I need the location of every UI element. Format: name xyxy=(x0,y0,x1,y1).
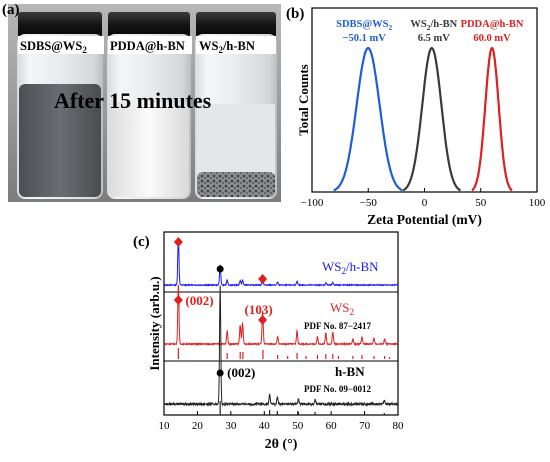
vial-label-ws2-hbn: WS2/h-BN xyxy=(199,39,255,55)
diamond-marker xyxy=(258,274,268,284)
x-tick-label: 30 xyxy=(225,420,237,432)
x-tick-label: 0 xyxy=(422,197,428,209)
pdf-reference-label: PDF No. 09−0012 xyxy=(304,384,372,394)
zeta-potential-chart: (b) Total Counts −100 −50 0 50 100 Zeta Potenti… xyxy=(282,0,550,230)
panel-label-b: (b) xyxy=(286,6,304,22)
panel-label-a: (a) xyxy=(2,2,20,18)
series-name-label: h-BN xyxy=(335,364,365,379)
y-axis-label: Total Counts xyxy=(296,64,311,135)
series-value-label: 6.5 mV xyxy=(418,33,450,44)
series-line xyxy=(163,237,399,288)
series-name-label: SDBS@WS2 xyxy=(336,19,392,32)
circle-marker xyxy=(216,265,224,273)
pdf-reference-label: PDF No. 87−2417 xyxy=(304,321,372,331)
diamond-marker xyxy=(173,295,183,305)
peak-annotation: (002) xyxy=(227,365,255,380)
photo-caption: After 15 minutes xyxy=(54,88,212,113)
series-name-label: WS2/h-BN xyxy=(410,19,457,32)
x-axis-label: Zeta Potential (mV) xyxy=(367,212,482,227)
panel-label-c: (c) xyxy=(133,234,150,250)
x-tick-label: 10 xyxy=(159,420,171,432)
x-tick-label: 60 xyxy=(326,420,338,432)
series-line xyxy=(333,46,403,192)
x-tick-label: 20 xyxy=(192,420,204,432)
diamond-marker xyxy=(258,315,268,325)
xrd-chart: (c) Intensity (arb.u.) 10 20 30 40 50 60 70 80 2θ … xyxy=(120,228,420,457)
vial-label-sdbs-ws2: SDBS@WS2 xyxy=(20,39,87,55)
series-line xyxy=(163,285,399,407)
x-tick-label: 50 xyxy=(475,197,487,209)
circle-marker xyxy=(216,369,224,377)
vial-pdda-hbn xyxy=(107,12,191,199)
vial-sdbs-ws2 xyxy=(17,12,103,199)
series-value-label: 60.0 mV xyxy=(473,33,511,44)
x-tick-label: 40 xyxy=(259,420,271,432)
series-value-label: −50.1 mV xyxy=(342,33,386,44)
x-tick-label: 80 xyxy=(393,420,405,432)
series-line xyxy=(402,46,461,192)
peak-annotation: (103) xyxy=(245,302,273,317)
series-name-label: WS2 xyxy=(330,300,355,317)
x-tick-label: 100 xyxy=(529,197,546,209)
plot-frame xyxy=(163,231,399,416)
x-tick-label: 70 xyxy=(359,420,371,432)
x-axis-label: 2θ (°) xyxy=(265,437,298,452)
series-line xyxy=(163,284,399,347)
vial-photo: SDBS@WS2 PDDA@h-BN WS2/h-BN After 15 min… xyxy=(8,4,281,202)
series-name-label: WS2/h-BN xyxy=(322,259,379,276)
x-tick-label: −100 xyxy=(301,197,324,209)
x-tick-label: 50 xyxy=(292,420,304,432)
series-line xyxy=(471,46,513,192)
y-axis-label: Intensity (arb.u.) xyxy=(147,276,162,370)
vial-label-pdda-hbn: PDDA@h-BN xyxy=(110,39,185,53)
vial-ws2-hbn xyxy=(195,12,277,199)
peak-annotation: (002) xyxy=(185,293,213,308)
series-name-label: PDDA@h-BN xyxy=(461,19,524,30)
diamond-marker xyxy=(173,237,183,247)
x-tick-label: −50 xyxy=(360,197,378,209)
